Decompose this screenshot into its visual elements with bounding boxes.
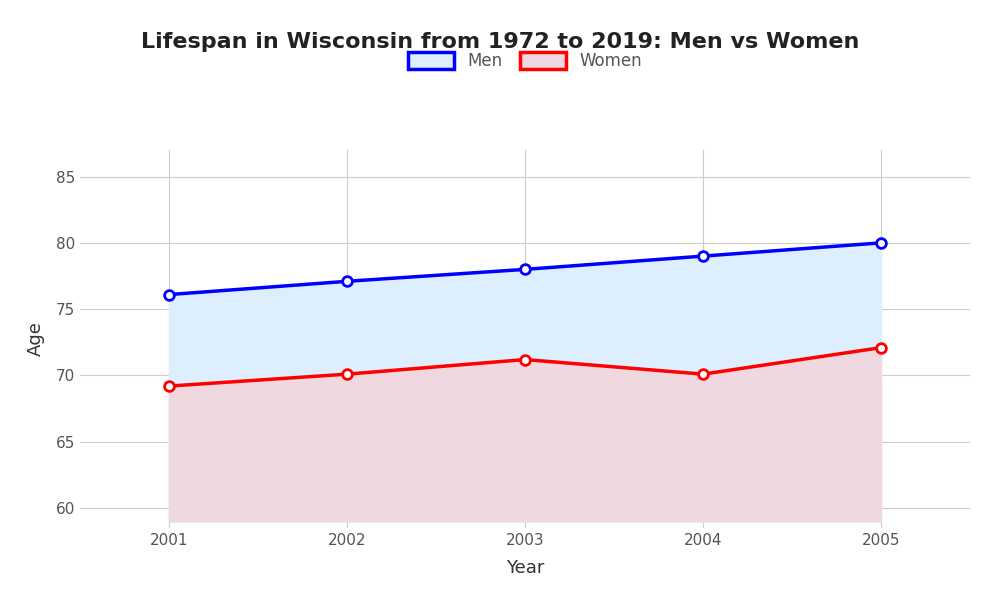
X-axis label: Year: Year: [506, 559, 544, 577]
Text: Lifespan in Wisconsin from 1972 to 2019: Men vs Women: Lifespan in Wisconsin from 1972 to 2019:…: [141, 32, 859, 52]
Legend: Men, Women: Men, Women: [401, 45, 649, 76]
Y-axis label: Age: Age: [27, 322, 45, 356]
